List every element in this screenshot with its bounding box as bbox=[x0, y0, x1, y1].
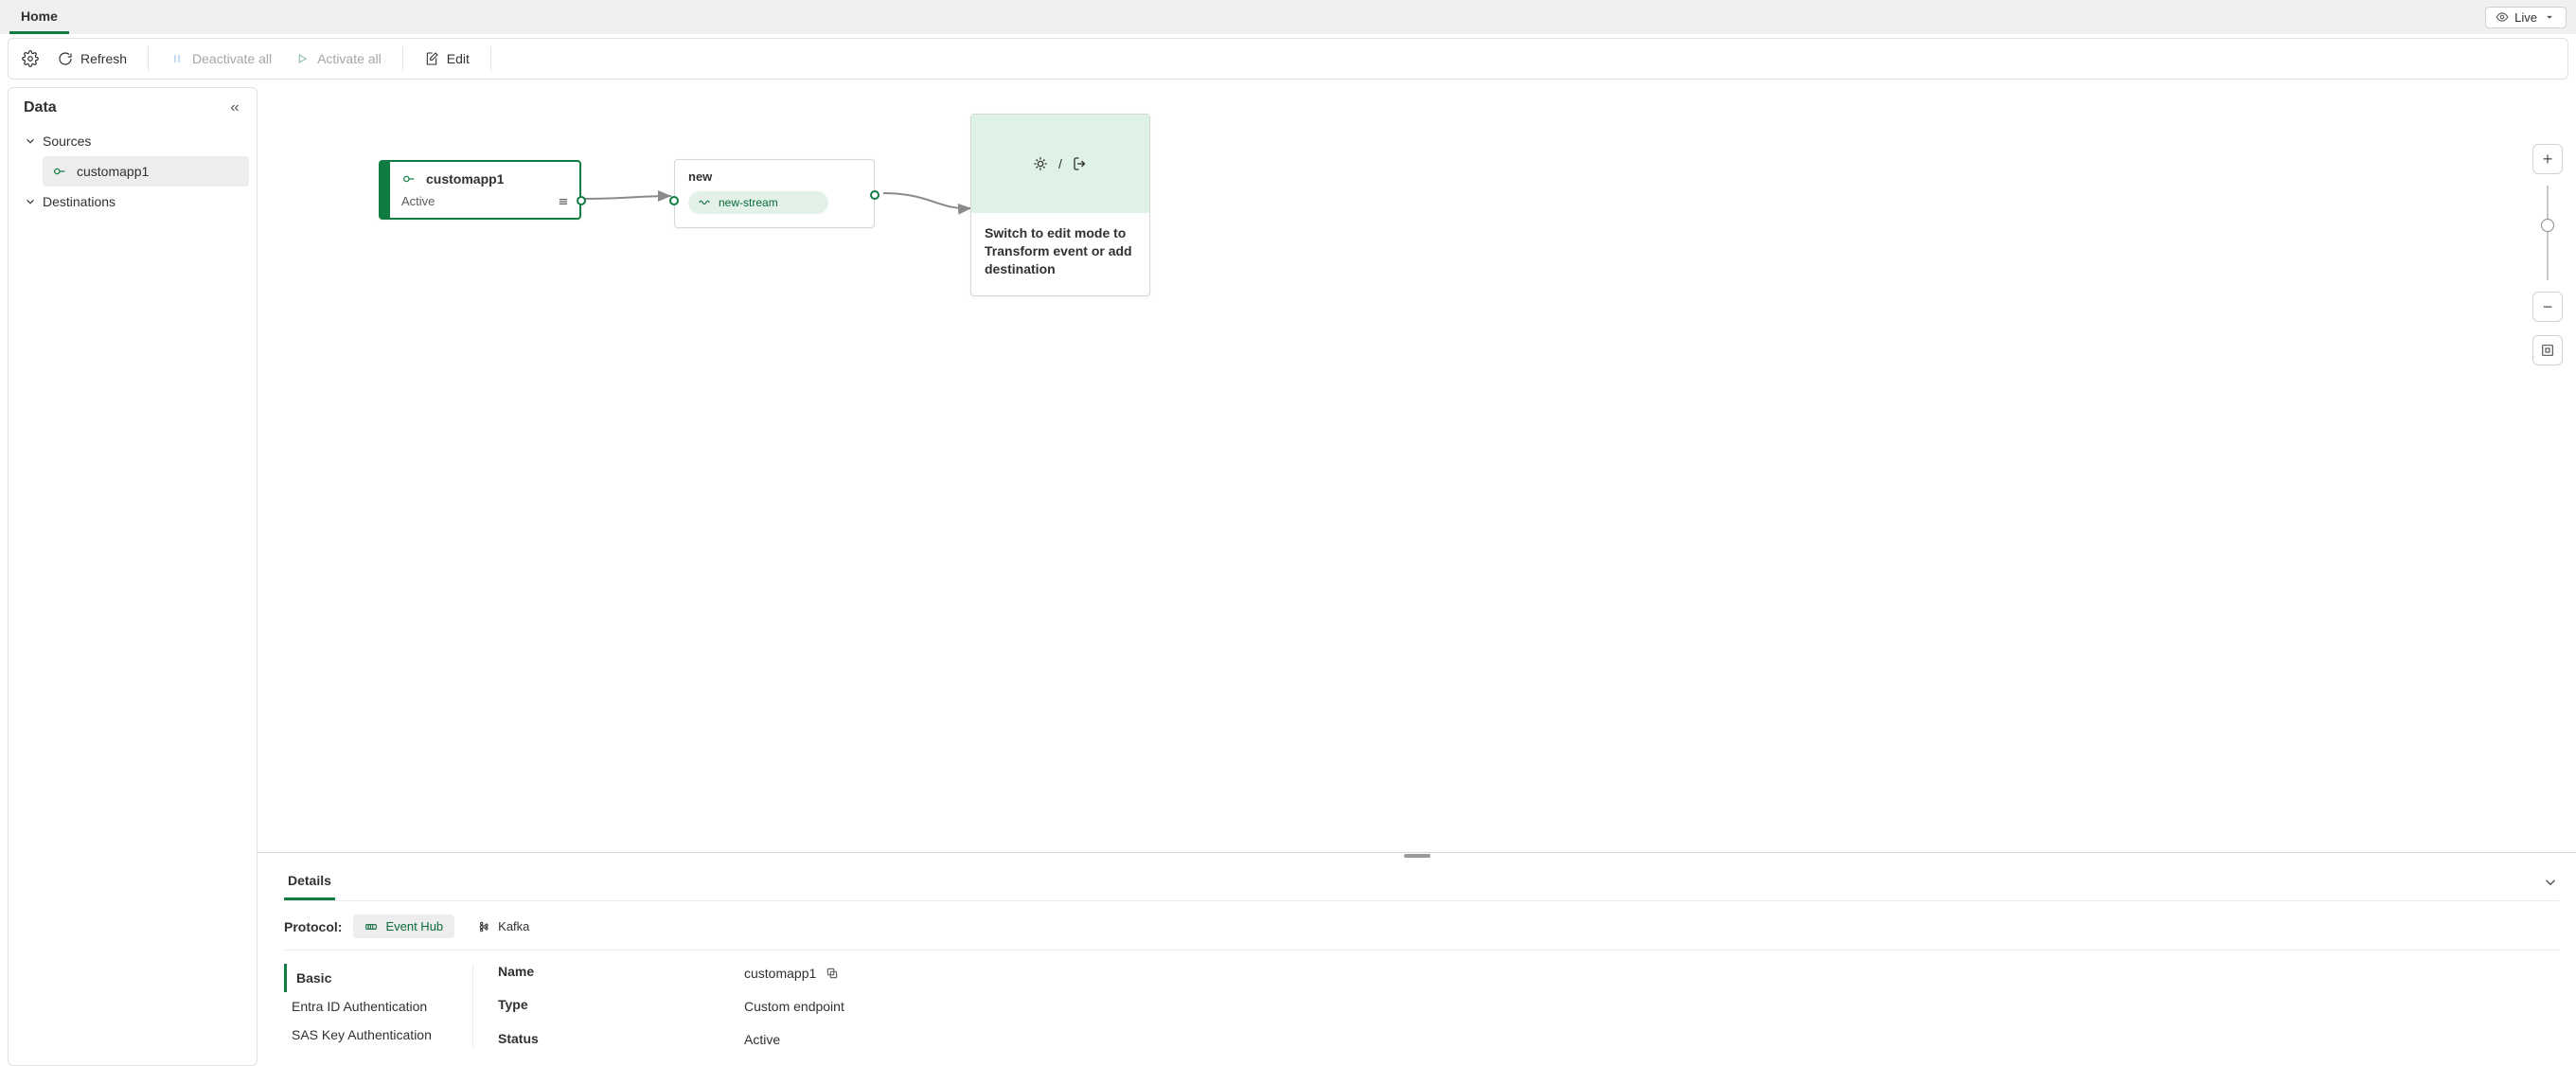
details-kv: Name customapp1 Type Custom endpoint Sta… bbox=[473, 964, 844, 1049]
output-icon bbox=[1072, 155, 1089, 172]
gear-icon bbox=[22, 50, 39, 67]
chevron-down-icon bbox=[24, 134, 37, 148]
sidebar-item-customapp1-label: customapp1 bbox=[77, 164, 149, 179]
zoom-in-button[interactable]: + bbox=[2532, 144, 2563, 174]
port-out[interactable] bbox=[577, 196, 586, 205]
details-tab-label: Details bbox=[288, 873, 331, 888]
node-source-customapp1[interactable]: customapp1 Active bbox=[379, 160, 581, 220]
sidebar-section-sources[interactable]: Sources bbox=[16, 126, 249, 156]
zoom-control: + − bbox=[2532, 144, 2563, 365]
canvas-edges bbox=[258, 87, 2576, 852]
activate-all-button[interactable]: Activate all bbox=[285, 45, 391, 72]
kv-status-key: Status bbox=[498, 1031, 744, 1049]
edit-button[interactable]: Edit bbox=[415, 45, 479, 72]
endpoint-icon bbox=[52, 164, 67, 179]
node-destination-hint: Switch to edit mode to Transform event o… bbox=[971, 213, 1149, 295]
toolbar-divider bbox=[148, 46, 149, 71]
tab-home[interactable]: Home bbox=[9, 0, 69, 34]
kv-status-value: Active bbox=[744, 1032, 780, 1047]
main-split: Data Sources customapp1 Destinations bbox=[0, 87, 2576, 1066]
stream-pill-label: new-stream bbox=[719, 196, 778, 209]
vertical-splitter[interactable] bbox=[258, 852, 2576, 858]
zoom-out-button[interactable]: − bbox=[2532, 292, 2563, 322]
details-nav: Basic Entra ID Authentication SAS Key Au… bbox=[284, 964, 473, 1049]
deactivate-all-button[interactable]: Deactivate all bbox=[160, 45, 281, 72]
node-destination-placeholder[interactable]: / Switch to edit mode to Transform event… bbox=[970, 114, 1150, 296]
kv-name-key: Name bbox=[498, 964, 744, 982]
live-mode-dropdown[interactable]: Live bbox=[2485, 7, 2567, 28]
node-source-status: Active bbox=[401, 194, 435, 208]
chevron-down-icon bbox=[24, 195, 37, 208]
port-in[interactable] bbox=[669, 196, 679, 205]
collapse-details-icon[interactable] bbox=[2542, 874, 2559, 891]
details-tab[interactable]: Details bbox=[284, 863, 335, 900]
settings-button[interactable] bbox=[16, 44, 44, 73]
sidebar-title: Data bbox=[24, 99, 57, 116]
slash: / bbox=[1058, 156, 1062, 171]
kv-name-value: customapp1 bbox=[744, 966, 816, 981]
flow-canvas[interactable]: customapp1 Active new new-stream bbox=[258, 87, 2576, 852]
live-mode-label: Live bbox=[2514, 10, 2537, 25]
top-tab-bar: Home Live bbox=[0, 0, 2576, 34]
toolbar-divider bbox=[402, 46, 403, 71]
zoom-fit-button[interactable] bbox=[2532, 335, 2563, 365]
copy-icon[interactable] bbox=[826, 967, 839, 980]
kafka-icon bbox=[477, 920, 490, 933]
protocol-eventhub-label: Event Hub bbox=[385, 919, 443, 933]
protocol-kafka-button[interactable]: Kafka bbox=[466, 915, 541, 938]
stream-pill[interactable]: new-stream bbox=[688, 191, 828, 214]
wave-icon bbox=[698, 196, 711, 209]
protocol-kafka-label: Kafka bbox=[498, 919, 529, 933]
eventhub-icon bbox=[364, 920, 378, 933]
details-nav-sas[interactable]: SAS Key Authentication bbox=[284, 1021, 461, 1049]
node-source-title: customapp1 bbox=[426, 171, 504, 187]
edit-label: Edit bbox=[447, 51, 470, 66]
menu-icon[interactable] bbox=[557, 195, 570, 208]
node-stream-new[interactable]: new new-stream bbox=[674, 159, 875, 228]
protocol-eventhub-button[interactable]: Event Hub bbox=[353, 915, 454, 938]
sidebar-section-sources-label: Sources bbox=[43, 133, 91, 149]
protocol-label: Protocol: bbox=[284, 919, 342, 934]
endpoint-icon bbox=[401, 171, 417, 187]
edit-icon bbox=[424, 51, 439, 66]
toolbar: Refresh Deactivate all Activate all Edit bbox=[8, 38, 2568, 80]
refresh-icon bbox=[58, 51, 73, 66]
activate-all-label: Activate all bbox=[317, 51, 382, 66]
toolbar-divider bbox=[490, 46, 491, 71]
sidebar-item-customapp1[interactable]: customapp1 bbox=[43, 156, 249, 187]
tab-home-label: Home bbox=[21, 9, 58, 24]
zoom-thumb[interactable] bbox=[2541, 219, 2554, 232]
canvas-plus-details: customapp1 Active new new-stream bbox=[258, 87, 2576, 1066]
kv-type-key: Type bbox=[498, 997, 744, 1015]
kv-type-value: Custom endpoint bbox=[744, 999, 844, 1014]
sidebar-section-destinations[interactable]: Destinations bbox=[16, 187, 249, 217]
node-stream-title: new bbox=[688, 169, 862, 184]
collapse-sidebar-icon[interactable] bbox=[228, 101, 241, 115]
details-nav-entra[interactable]: Entra ID Authentication bbox=[284, 992, 461, 1021]
play-icon bbox=[294, 51, 310, 66]
details-panel: Details Protocol: Event Hub Kafka bbox=[258, 858, 2576, 1066]
fit-icon bbox=[2540, 343, 2555, 358]
refresh-button[interactable]: Refresh bbox=[48, 45, 136, 72]
port-out[interactable] bbox=[870, 190, 879, 200]
details-nav-basic[interactable]: Basic bbox=[284, 964, 461, 992]
data-sidebar: Data Sources customapp1 Destinations bbox=[8, 87, 258, 1066]
zoom-slider[interactable] bbox=[2547, 186, 2549, 280]
sidebar-section-destinations-label: Destinations bbox=[43, 194, 115, 209]
pause-icon bbox=[169, 51, 185, 66]
transform-icon bbox=[1032, 155, 1049, 172]
refresh-label: Refresh bbox=[80, 51, 127, 66]
deactivate-all-label: Deactivate all bbox=[192, 51, 272, 66]
eye-icon bbox=[2496, 10, 2509, 24]
caret-down-icon bbox=[2543, 10, 2556, 24]
